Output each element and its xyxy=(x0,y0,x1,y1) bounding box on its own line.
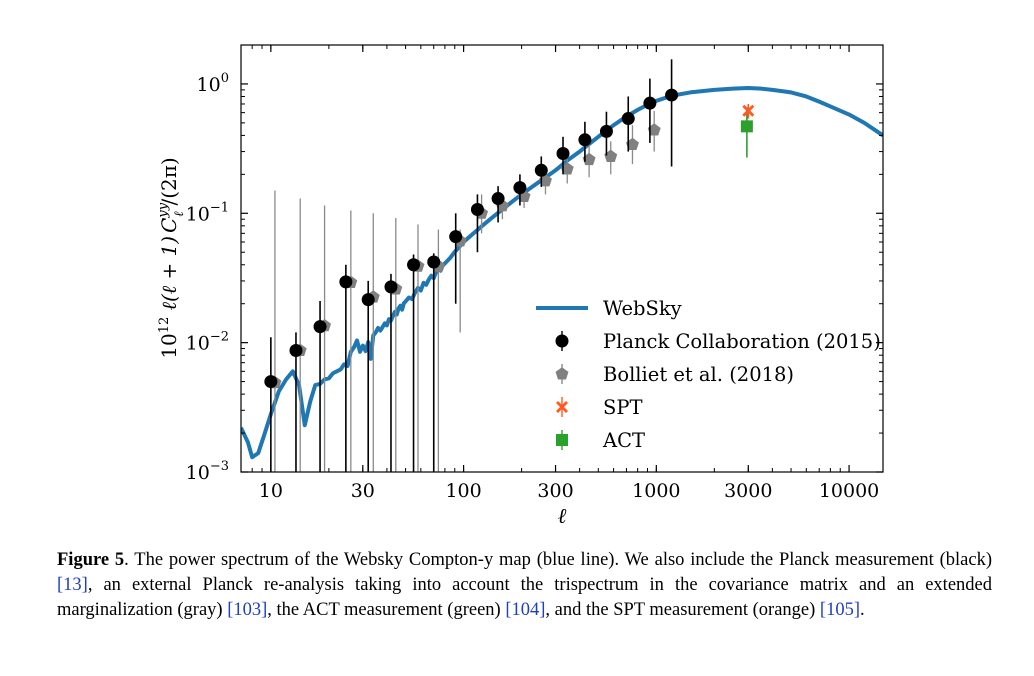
axes xyxy=(240,44,884,473)
data-point xyxy=(556,146,570,160)
legend-swatch xyxy=(556,401,568,413)
y-tick-label: 10−3 xyxy=(186,459,229,484)
series-1 xyxy=(264,59,679,472)
data-point xyxy=(491,192,505,206)
legend-entry: ACT xyxy=(556,429,645,452)
data-point xyxy=(560,162,574,175)
data-point xyxy=(470,202,484,216)
ylabel-c-sub: ℓ xyxy=(172,211,187,217)
legend-swatch xyxy=(556,434,568,446)
legend-label: WebSky xyxy=(603,297,682,320)
data-layer xyxy=(241,59,883,472)
caption-label: Figure 5 xyxy=(57,550,125,570)
x-axis-label: ℓ xyxy=(558,504,567,528)
data-point xyxy=(740,120,753,133)
y-tick-label: 10−2 xyxy=(186,330,229,355)
ylabel-c-sup: yy xyxy=(156,202,171,218)
x-tick-label: 10000 xyxy=(819,480,879,502)
x-tick-label: 1000 xyxy=(632,480,680,502)
data-point xyxy=(427,255,441,269)
data-point xyxy=(534,163,548,177)
data-point xyxy=(539,174,552,187)
data-point xyxy=(264,375,278,389)
ylabel-c: C xyxy=(157,218,181,233)
y-tick-label: 10−1 xyxy=(186,200,229,225)
ylabel-denominator: /(2π) xyxy=(157,157,181,205)
legend-entry: SPT xyxy=(556,396,643,419)
legend-entry: WebSky xyxy=(536,297,682,320)
legend-entry: Bolliet et al. (2018) xyxy=(555,363,794,386)
legend-swatch xyxy=(555,334,569,348)
series-2 xyxy=(268,110,661,472)
data-point xyxy=(578,133,592,147)
data-point xyxy=(361,293,375,307)
figure-caption: Figure 5. The power spectrum of the Webs… xyxy=(57,548,992,623)
legend-entry: Planck Collaboration (2015) xyxy=(555,330,881,353)
data-point xyxy=(621,112,635,126)
legend-label: Bolliet et al. (2018) xyxy=(603,363,794,386)
x-tick-label: 3000 xyxy=(724,480,772,502)
series-3 xyxy=(742,103,755,119)
x-tick-label: 30 xyxy=(351,480,375,502)
legend: WebSky Planck Collaboration (2015) Bolliet… xyxy=(536,297,881,452)
data-point xyxy=(313,320,327,334)
ylabel-ell-term: ℓ(ℓ + 1) xyxy=(157,236,181,317)
x-tick-label: 10 xyxy=(259,480,283,502)
data-point xyxy=(339,275,353,289)
data-point xyxy=(582,152,596,166)
x-tick-label: 300 xyxy=(537,480,573,502)
data-point xyxy=(626,137,639,151)
ticks: 10 30 100 300 1000 3000 10000 10−3 10−2 10−1 100 xyxy=(186,44,883,502)
y-tick-label: 100 xyxy=(197,71,229,96)
caption-text-5: . xyxy=(860,600,865,620)
x-tick-label: 100 xyxy=(445,480,481,502)
data-point xyxy=(407,258,421,272)
caption-text-3: , the ACT measurement (green) xyxy=(267,600,506,620)
data-point xyxy=(513,181,527,195)
data-point xyxy=(384,280,398,294)
ylabel-factor-exp: 12 xyxy=(157,317,172,334)
plot-frame xyxy=(240,44,884,473)
y-axis-label: 1012 ℓ(ℓ + 1) Cyyℓ /(2π) xyxy=(156,157,187,358)
power-spectrum-chart: 10 30 100 300 1000 3000 10000 10−3 10−2 10−1 100 ℓ… xyxy=(156,44,884,528)
data-point xyxy=(665,88,679,102)
ylabel-factor: 10 xyxy=(157,333,181,358)
legend-swatch xyxy=(555,367,569,380)
data-point xyxy=(604,149,618,162)
data-point xyxy=(449,230,463,244)
caption-ref-3[interactable]: [104] xyxy=(505,600,546,620)
data-point xyxy=(742,104,755,117)
caption-ref-1[interactable]: [13] xyxy=(57,575,88,595)
data-point xyxy=(599,124,613,138)
data-point xyxy=(289,343,303,357)
legend-label: SPT xyxy=(603,396,643,419)
caption-ref-2[interactable]: [103] xyxy=(227,600,268,620)
caption-text-1: . The power spectrum of the Websky Compt… xyxy=(124,550,992,570)
data-point xyxy=(643,96,657,110)
caption-text-2: , an external Planck re-analysis taking … xyxy=(57,575,992,620)
legend-label: Planck Collaboration (2015) xyxy=(603,330,881,353)
legend-label: ACT xyxy=(602,429,645,452)
series-4 xyxy=(740,107,753,158)
caption-ref-4[interactable]: [105] xyxy=(819,600,860,620)
caption-text-4: , and the SPT measurement (orange) xyxy=(545,600,820,620)
data-point xyxy=(647,123,661,136)
